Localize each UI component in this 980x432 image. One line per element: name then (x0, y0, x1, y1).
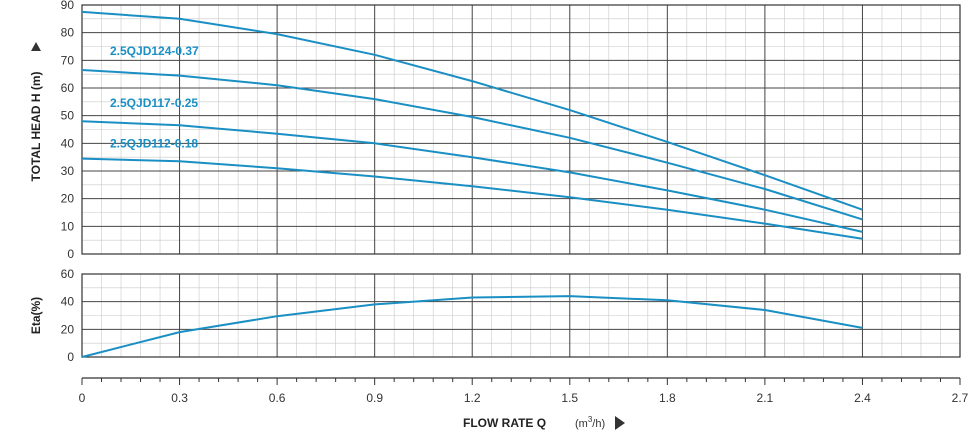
x-tick-label: 1.2 (464, 391, 481, 405)
head-y-tick-label: 0 (67, 247, 74, 261)
eta-frame (81, 273, 961, 358)
head-series-line (81, 120, 863, 233)
head-y-tick-label: 40 (61, 136, 75, 150)
eta-y-tick-label: 40 (61, 295, 75, 309)
efficiency-chart-panel: 0 20 40 60 Eta(%) (29, 267, 961, 364)
head-y-tick-label: 80 (61, 26, 75, 40)
head-series-line (81, 157, 863, 240)
x-tick-label: 0.3 (171, 391, 188, 405)
arrow-right-icon (615, 416, 625, 430)
head-y-tick-label: 10 (61, 219, 75, 233)
head-series-line (81, 10, 863, 211)
head-y-tick-label: 70 (61, 53, 75, 67)
head-y-tick-label: 90 (61, 0, 75, 12)
x-tick-label: 0.9 (366, 391, 383, 405)
head-y-tick-label: 30 (61, 164, 75, 178)
head-series-label: 2.5QJD112-0.18 (110, 137, 198, 151)
eta-series-line (81, 295, 863, 358)
x-tick-label: 1.5 (561, 391, 578, 405)
head-series-label: 2.5QJD117-0.25 (110, 96, 198, 110)
head-y-axis-title: TOTAL HEAD H (m) (29, 71, 43, 181)
head-series-line (81, 69, 863, 221)
x-tick-label: 2.4 (854, 391, 871, 405)
x-axis-unit: (m3/h) (575, 415, 605, 430)
x-tick-label: 2.7 (952, 391, 969, 405)
x-axis-title: FLOW RATE Q (463, 416, 546, 430)
eta-y-tick-label: 20 (61, 322, 75, 336)
eta-y-tick-label: 0 (67, 350, 74, 364)
head-series-label: 2.5QJD124-0.37 (110, 44, 199, 58)
head-frame (81, 4, 961, 255)
head-y-tick-label: 60 (61, 81, 75, 95)
x-tick-label: 0 (79, 391, 86, 405)
head-y-tick-label: 20 (61, 192, 75, 206)
eta-y-axis-title: Eta(%) (29, 297, 43, 334)
eta-y-tick-label: 60 (61, 267, 75, 281)
arrow-up-icon (31, 42, 41, 51)
x-tick-label: 2.1 (757, 391, 774, 405)
head-y-tick-label: 50 (61, 109, 75, 123)
x-tick-label: 0.6 (269, 391, 286, 405)
head-chart-panel: 0 10 20 30 40 50 60 70 80 90 TOTAL HEAD H (m) 2.5QJ… (29, 0, 961, 261)
x-axis: 0 0.3 0.6 0.9 1.2 1.5 1.8 2.1 2.4 2.7 (79, 377, 969, 405)
x-tick-label: 1.8 (659, 391, 676, 405)
